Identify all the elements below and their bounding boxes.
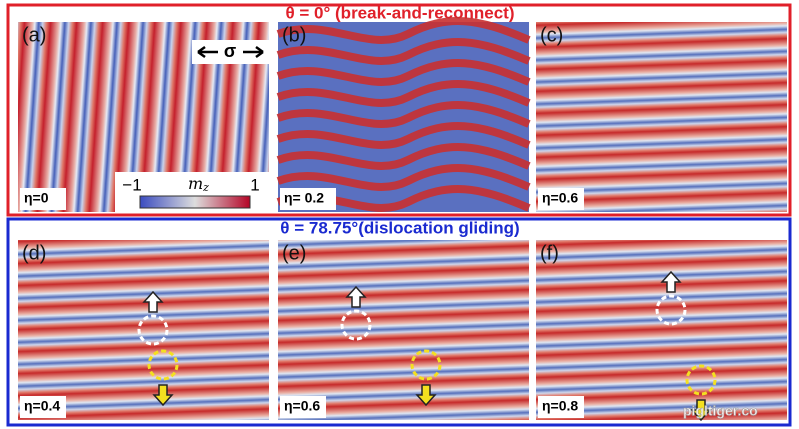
eta-label: η=0.6 (542, 190, 578, 206)
arrow (415, 384, 437, 407)
eta-box (280, 188, 336, 210)
colorbar-min: −1 (122, 175, 141, 194)
colorbar-gradient (139, 195, 251, 209)
colorbar-label: mz (188, 174, 209, 195)
panel-label: (c) (540, 24, 563, 46)
eta-label: η=0.8 (542, 398, 578, 414)
simulation-image (536, 240, 787, 420)
stress-arrows (197, 45, 264, 59)
maze-domains (276, 17, 531, 212)
panel-label: (d) (22, 242, 46, 264)
watermark: pigltiger.co (683, 403, 758, 419)
panel: (f) η=0.8 (536, 240, 787, 422)
defect-marker (137, 314, 169, 346)
arrow (690, 399, 712, 422)
arrow (345, 285, 367, 308)
defect-marker (340, 309, 372, 341)
panels: (a)η=0(b)η= 0.2(c)η=0.6(d)η=0.4(e)η=0.6(… (18, 17, 787, 422)
panel: (e) η=0.6 (278, 240, 529, 420)
eta-label: η=0 (24, 190, 49, 206)
panel: (d) η=0.4 (18, 240, 269, 420)
colorbar-max: 1 (250, 175, 259, 194)
panel-label: (b) (282, 24, 306, 46)
eta-box (538, 188, 584, 210)
arrow (660, 270, 682, 293)
arrow (142, 290, 164, 313)
panel: (c) η=0.6 (536, 22, 787, 212)
eta-label: η=0.4 (24, 398, 60, 414)
colorbar-symbol: m (188, 174, 203, 193)
panel-label: (e) (282, 242, 306, 264)
stress-indicator: σ (192, 40, 270, 64)
colorbar: −1 1 mz (115, 172, 273, 212)
defect-marker (410, 349, 442, 381)
panel: (b) η= 0.2 (276, 17, 531, 212)
colorbar-subscript: z (202, 181, 209, 194)
stress-label: σ (224, 41, 236, 61)
group-title: θ = 78.75°(dislocation gliding) (280, 218, 519, 237)
eta-box (538, 396, 584, 418)
arrow (152, 384, 174, 407)
group-frame (6, 217, 792, 427)
panel-label: (a) (22, 24, 46, 46)
eta-label: η= 0.2 (284, 190, 324, 206)
eta-box (20, 396, 66, 418)
defect-marker (685, 364, 717, 396)
simulation-image (278, 240, 529, 420)
panel-label: (f) (540, 242, 559, 264)
defect-marker (147, 349, 179, 381)
simulation-image (536, 22, 787, 212)
defect-marker (655, 294, 687, 326)
simulation-image (18, 240, 269, 420)
eta-box (280, 396, 326, 418)
eta-label: η=0.6 (284, 398, 320, 414)
eta-box (20, 188, 66, 210)
group-frame (6, 3, 792, 217)
